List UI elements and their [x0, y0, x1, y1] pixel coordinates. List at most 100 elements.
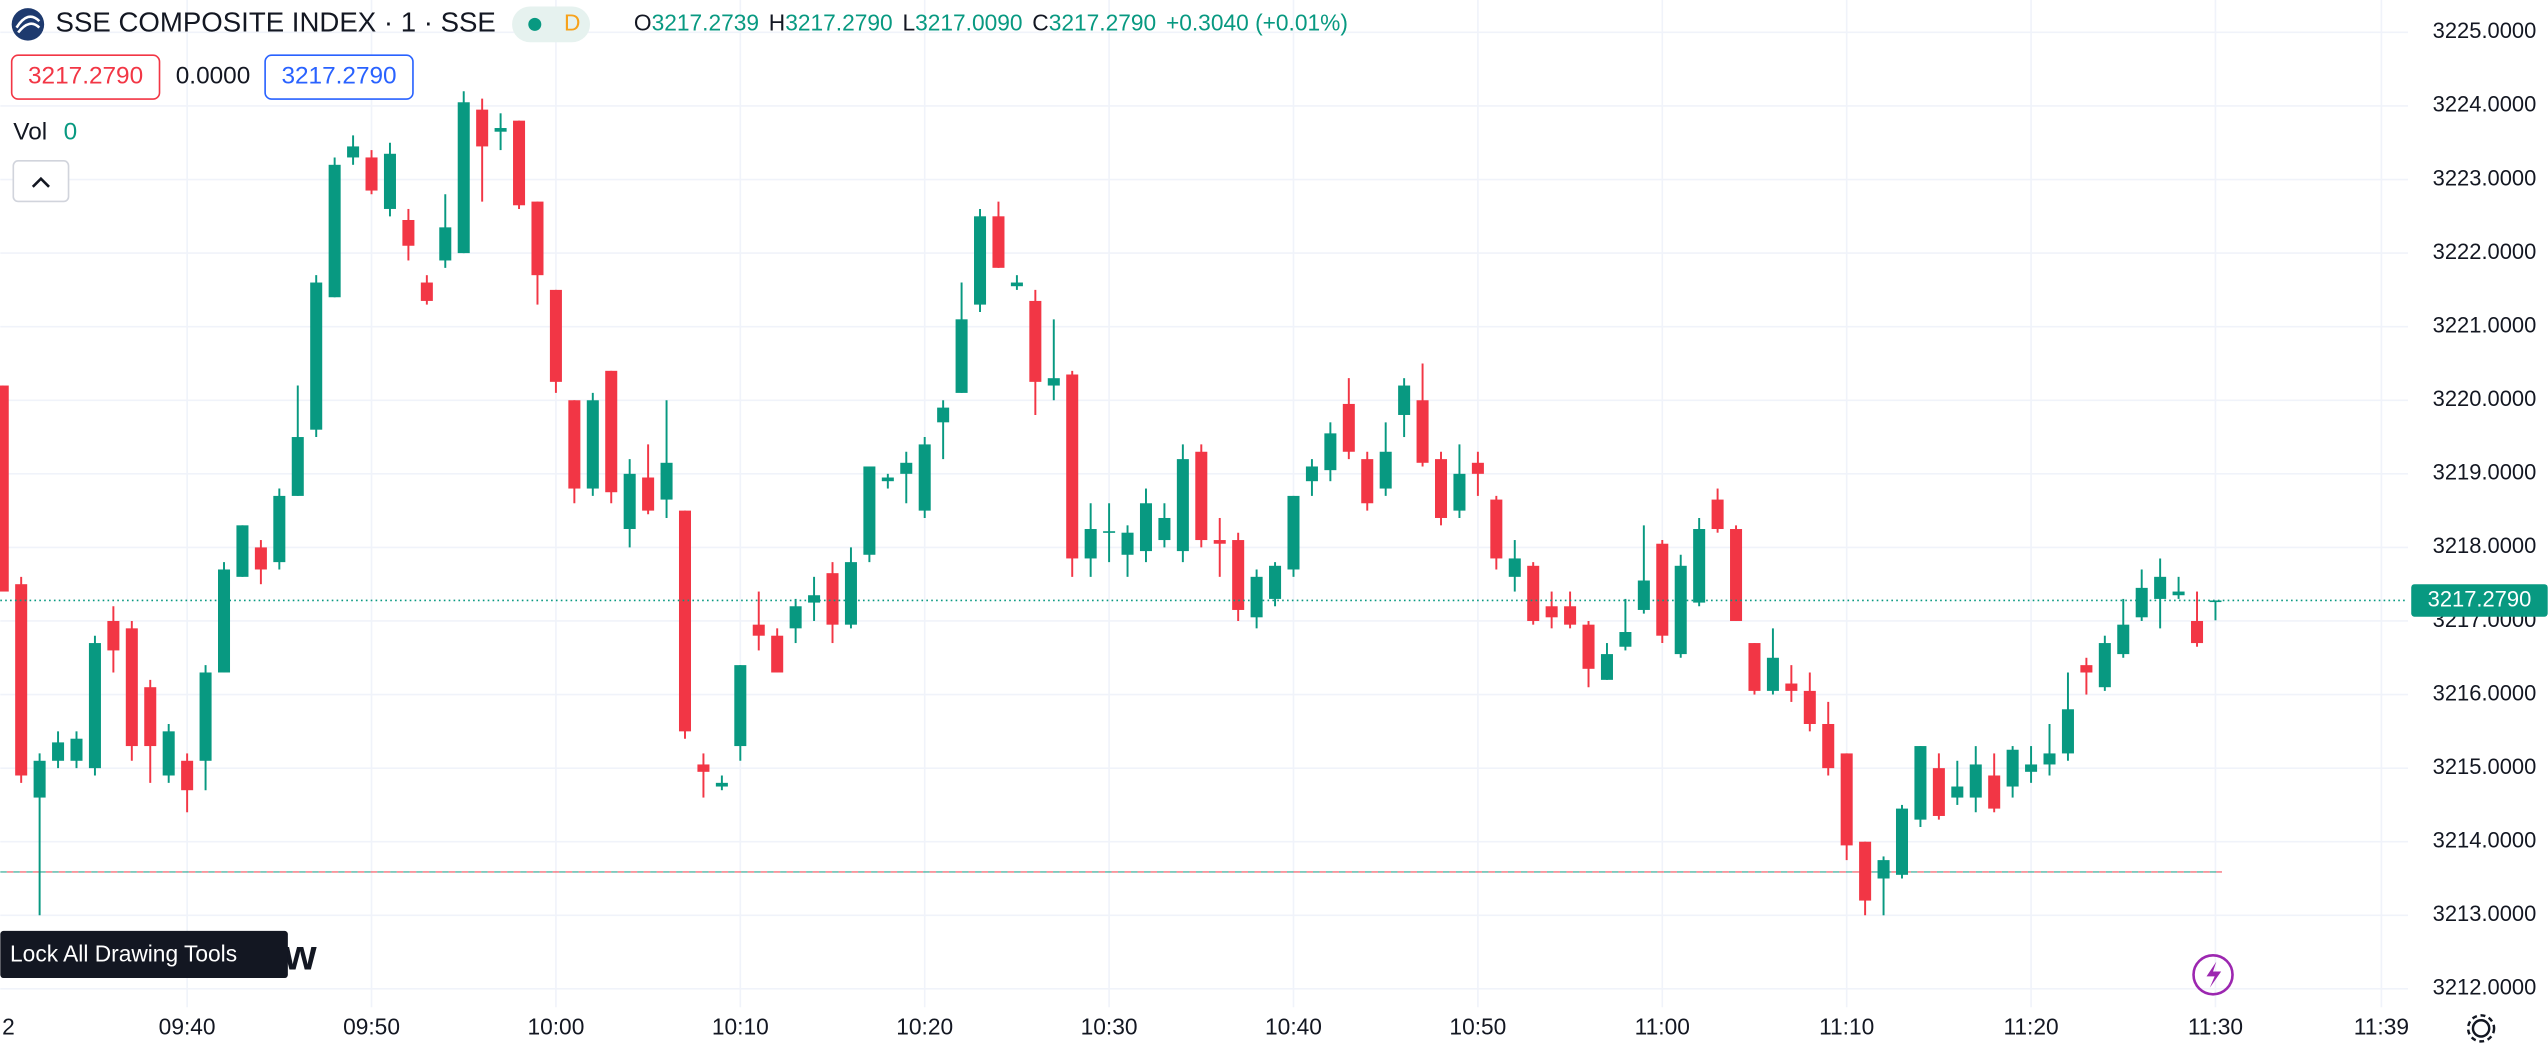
volume-label: Vol	[13, 119, 47, 146]
candle-body	[955, 319, 968, 393]
alert-icon[interactable]	[2192, 953, 2234, 996]
candle-body	[1693, 529, 1706, 603]
candle-body	[1471, 462, 1484, 474]
candle-body	[1010, 282, 1023, 287]
candle-body	[1453, 473, 1466, 511]
candle-body	[974, 216, 987, 305]
candle-body	[1637, 580, 1650, 610]
candle-body	[1305, 466, 1318, 482]
y-tick-label: 3216.0000	[2433, 680, 2537, 705]
candle-body	[218, 569, 231, 673]
x-tick-label: 09:40	[159, 1013, 216, 1039]
candle-body	[715, 782, 728, 787]
candle-body	[328, 164, 341, 298]
status-dot	[528, 17, 542, 31]
input-value: 0.0000	[176, 63, 251, 90]
candle-body	[1490, 499, 1503, 559]
candle-body	[2043, 753, 2056, 765]
candle-body	[2025, 764, 2038, 772]
legend-key: O	[634, 9, 652, 35]
candle-body	[1084, 529, 1097, 559]
candle-body	[1176, 459, 1189, 552]
input-value: 3217.2790	[281, 63, 396, 90]
candle-body	[1029, 300, 1042, 382]
y-tick-label: 3218.0000	[2433, 533, 2537, 558]
y-tick-label: 3225.0000	[2433, 18, 2537, 43]
candle-body	[0, 385, 9, 592]
legend-value: 3217.2790	[1049, 9, 1156, 35]
candle-body	[568, 400, 581, 489]
y-tick-label: 3220.0000	[2433, 386, 2537, 411]
candle-body	[1730, 529, 1743, 621]
candles	[0, 91, 2408, 916]
settings-icon[interactable]	[2471, 1019, 2491, 1038]
overlay: ew Lock All Drawing Tools SSE COMPOSITE …	[0, 6, 2496, 1043]
x-tick-label: 10:30	[1081, 1013, 1138, 1039]
candle-body	[605, 370, 618, 493]
candle-body	[2172, 591, 2185, 596]
chart-title[interactable]: SSE COMPOSITE INDEX · 1 · SSE	[56, 7, 496, 38]
candle-body	[1951, 786, 1964, 798]
candle-body	[586, 400, 599, 489]
x-tick-label: 10:50	[1449, 1013, 1506, 1039]
status-badge[interactable]	[512, 6, 591, 43]
candle-body	[1287, 495, 1300, 570]
y-tick-label: 3215.0000	[2433, 754, 2537, 779]
x-tick-label: 10:10	[712, 1013, 769, 1039]
x-tick-label: 10:20	[896, 1013, 953, 1039]
candle-body	[1564, 606, 1577, 625]
candle-body	[808, 595, 821, 603]
candle-body	[254, 547, 267, 570]
legend-value: 3217.2790	[785, 9, 892, 35]
legend-key: C	[1032, 9, 1048, 35]
candle-body	[1932, 768, 1945, 816]
candle-body	[1582, 624, 1595, 669]
candle-body	[273, 495, 286, 563]
candle-body	[660, 462, 673, 500]
candle-body	[1342, 403, 1355, 452]
input-box[interactable]	[10, 54, 161, 100]
last-price-label: 3217.2790	[2428, 586, 2532, 611]
x-tick-label: 11:39	[2354, 1013, 2409, 1039]
candle-body	[881, 477, 894, 482]
candle-body	[678, 510, 692, 732]
candle-body	[1195, 451, 1208, 541]
candle-body	[1803, 690, 1816, 724]
candle-body	[752, 624, 765, 636]
candle-body	[1914, 746, 1927, 820]
candle-body	[181, 760, 194, 791]
input-value: 3217.2790	[28, 63, 143, 90]
candle-body	[494, 128, 507, 132]
candle-body	[1269, 565, 1282, 599]
candle-body	[439, 227, 452, 261]
candle-body	[1398, 385, 1411, 415]
candle-body	[1361, 459, 1374, 504]
input-box[interactable]	[264, 54, 414, 100]
candle-body	[513, 120, 526, 206]
candle-body	[937, 407, 950, 423]
candle-body	[476, 109, 489, 147]
candle-body	[642, 477, 655, 511]
candle-body	[1508, 558, 1521, 577]
candle-body	[1545, 606, 1558, 618]
bolt-icon	[2206, 961, 2222, 988]
candle-body	[15, 584, 28, 776]
candle-body	[88, 643, 101, 769]
y-tick-label: 3219.0000	[2433, 460, 2537, 485]
candle-body	[1822, 723, 1835, 769]
x-tick-label: 2	[2, 1013, 15, 1039]
candle-body	[1766, 657, 1779, 691]
candle-body	[900, 462, 913, 474]
volume-value: 0	[64, 119, 78, 146]
candle-body	[1158, 517, 1171, 541]
collapse-button[interactable]	[12, 160, 70, 203]
candle-body	[2117, 624, 2130, 655]
candle-body	[402, 219, 415, 246]
y-tick-label: 3222.0000	[2433, 239, 2537, 264]
chevron-icon	[31, 176, 50, 188]
candle-body	[162, 731, 175, 776]
candle-body	[236, 525, 249, 577]
